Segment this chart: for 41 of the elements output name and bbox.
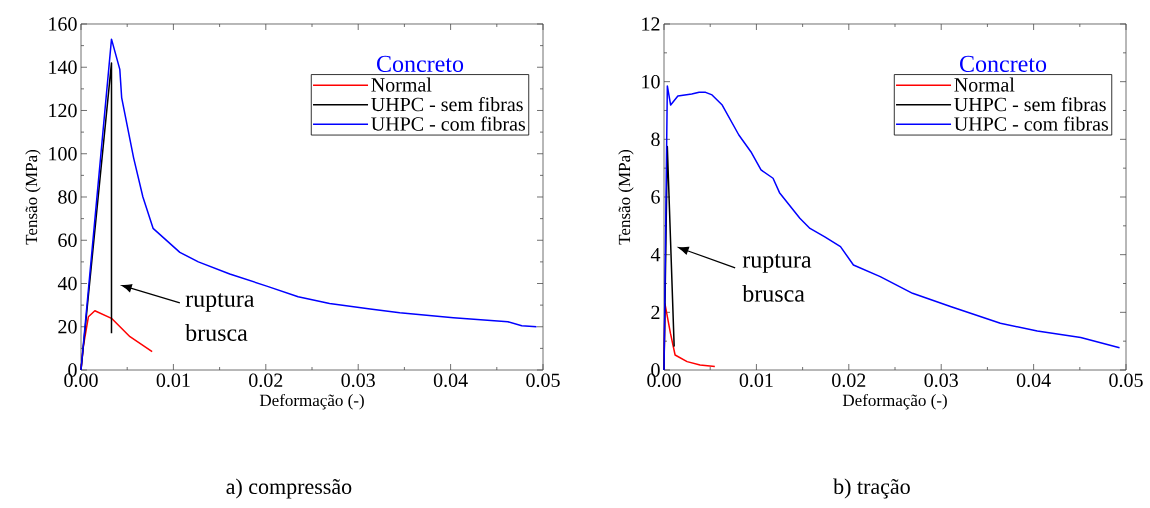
legend-title: Concreto bbox=[960, 55, 1047, 72]
y-axis-title: Tensão (MPa) bbox=[618, 149, 634, 245]
y-tick-label: 10 bbox=[642, 74, 660, 89]
x-tick-label: 0.03 bbox=[341, 373, 375, 388]
x-tick-label: 0.04 bbox=[1016, 373, 1051, 388]
legend-label: UHPC - com fibras bbox=[371, 116, 526, 131]
x-tick-label: 0.01 bbox=[739, 373, 773, 388]
y-tick-label: 40 bbox=[57, 276, 77, 291]
x-tick-label: 0.03 bbox=[924, 373, 958, 388]
legend-label: UHPC - com fibras bbox=[954, 116, 1109, 131]
y-tick-label: 80 bbox=[58, 190, 77, 204]
y-tick-label: 4 bbox=[650, 248, 661, 262]
y-tick-label: 8 bbox=[651, 132, 660, 147]
y-axis-title: Tensão (MPa) bbox=[25, 149, 41, 245]
x-axis-title: Deformação (-) bbox=[259, 393, 364, 410]
y-tick-label: 2 bbox=[651, 305, 660, 319]
y-tick-label: 20 bbox=[58, 320, 77, 334]
y-tick-label: 60 bbox=[58, 233, 77, 247]
y-tick-label: 12 bbox=[642, 17, 660, 31]
x-tick-label: 0.02 bbox=[832, 373, 866, 388]
x-tick-label: 0.05 bbox=[526, 373, 560, 388]
x-tick-label: 0.01 bbox=[156, 373, 190, 388]
y-tick-label: 6 bbox=[651, 190, 660, 204]
y-tick-label: 100 bbox=[49, 147, 77, 161]
annotation: ruptura brusca bbox=[185, 293, 255, 341]
legend-label: Normal bbox=[954, 77, 1015, 92]
y-tick-label: 140 bbox=[49, 60, 77, 74]
legend-title: Concreto bbox=[377, 55, 464, 72]
annotation: ruptura brusca bbox=[742, 254, 812, 302]
legend-label: UHPC - sem fibras bbox=[371, 96, 523, 112]
legend-label: UHPC - sem fibras bbox=[954, 96, 1106, 112]
text: a) compressão bbox=[226, 478, 352, 499]
y-tick-label: 120 bbox=[49, 103, 77, 118]
y-tick-label: 160 bbox=[49, 17, 77, 31]
x-axis-title: Deformação (-) bbox=[842, 393, 947, 410]
x-tick-label: 0.05 bbox=[1109, 373, 1143, 388]
legend-label: Normal bbox=[371, 77, 432, 92]
line-series bbox=[80, 38, 538, 371]
x-tick-label: 0.04 bbox=[433, 373, 468, 388]
text: b) tração bbox=[833, 478, 910, 499]
x-tick-label: 0.02 bbox=[249, 373, 283, 388]
